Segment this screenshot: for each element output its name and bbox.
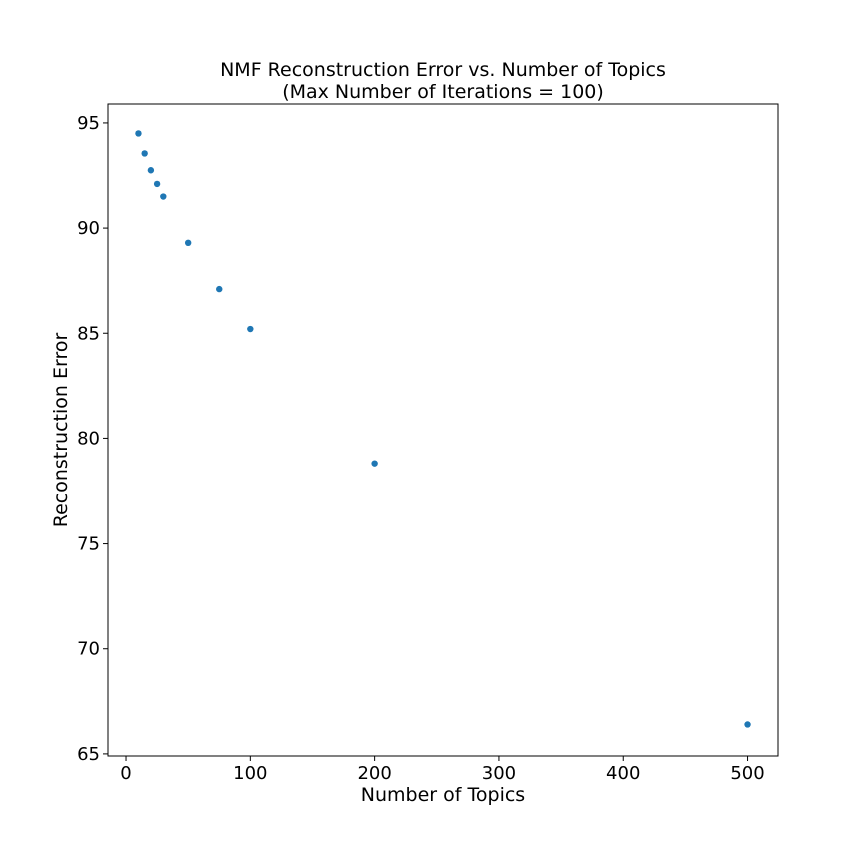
chart-title: NMF Reconstruction Error vs. Number of T… [220, 59, 666, 81]
y-tick-label: 70 [77, 639, 100, 660]
x-tick-label: 300 [482, 763, 516, 784]
x-tick-label: 400 [606, 763, 640, 784]
x-tick-label: 0 [120, 763, 131, 784]
x-tick-label: 100 [233, 763, 267, 784]
y-tick-label: 65 [77, 744, 100, 765]
x-axis-label: Number of Topics [361, 784, 525, 806]
y-tick-label: 90 [77, 218, 100, 239]
data-point [371, 460, 378, 467]
data-point [744, 721, 751, 728]
y-tick-label: 85 [77, 323, 100, 344]
data-point [184, 239, 192, 247]
data-point [153, 180, 161, 188]
axis-ticks: 0 100 200 300 400 500 65 70 75 80 85 90 95 [77, 113, 765, 784]
data-point [141, 150, 148, 157]
x-tick-label: 200 [357, 763, 391, 784]
data-point [216, 285, 223, 293]
chart-subtitle: (Max Number of Iterations = 100) [282, 81, 604, 103]
data-point [247, 325, 254, 333]
data-point [147, 167, 155, 174]
data-points [135, 130, 751, 728]
plot-area-frame [107, 103, 779, 757]
data-point [135, 130, 142, 137]
y-axis-label: Reconstruction Error [50, 333, 72, 528]
y-tick-label: 95 [77, 113, 100, 134]
y-tick-label: 80 [77, 428, 100, 449]
y-tick-label: 75 [77, 534, 100, 555]
x-tick-label: 500 [730, 763, 764, 784]
data-point [160, 193, 167, 200]
